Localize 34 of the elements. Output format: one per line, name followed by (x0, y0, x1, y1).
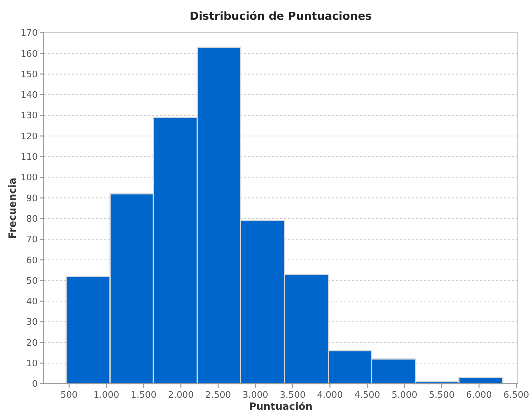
x-tick-label: 4.000 (317, 391, 344, 401)
x-tick-label: 500 (60, 391, 78, 401)
y-tick-label: 70 (26, 236, 38, 246)
y-tick-label: 100 (20, 174, 38, 184)
x-tick-label: 3.000 (242, 391, 269, 401)
x-tick-label: 2.500 (206, 391, 232, 401)
y-tick-label: 20 (26, 338, 38, 349)
x-tick-label: 6.000 (466, 391, 492, 401)
y-tick-label: 0 (32, 380, 38, 390)
x-tick-label: 5.500 (429, 391, 456, 401)
y-tick-label: 30 (26, 318, 38, 328)
x-tick-label: 1.000 (94, 391, 120, 401)
x-tick-label: 2.000 (168, 391, 194, 401)
y-tick-label: 50 (26, 276, 38, 287)
y-tick-label: 160 (20, 50, 38, 60)
y-tick-label: 80 (26, 214, 38, 225)
x-tick-label: 1.500 (130, 391, 158, 401)
y-axis-title: Frecuencia (8, 178, 19, 239)
y-tick-label: 150 (20, 70, 38, 80)
x-axis-title: Puntuación (249, 402, 313, 412)
y-tick-label: 60 (26, 256, 38, 266)
y-tick-label: 120 (20, 132, 38, 142)
y-tick-label: 130 (20, 112, 38, 122)
y-tick-label: 90 (26, 194, 38, 204)
chart-title: Distribución de Puntuaciones (190, 10, 373, 23)
y-tick-label: 140 (20, 91, 38, 102)
y-tick-label: 40 (26, 298, 38, 308)
x-tick-label: 6.500 (504, 391, 530, 401)
y-tick-label: 170 (20, 29, 38, 40)
y-tick-label: 10 (26, 360, 38, 370)
x-tick-label: 3.500 (280, 391, 306, 401)
x-tick-label: 4.500 (354, 391, 381, 401)
y-tick-label: 110 (20, 153, 38, 164)
x-tick-label: 5.000 (392, 391, 418, 401)
